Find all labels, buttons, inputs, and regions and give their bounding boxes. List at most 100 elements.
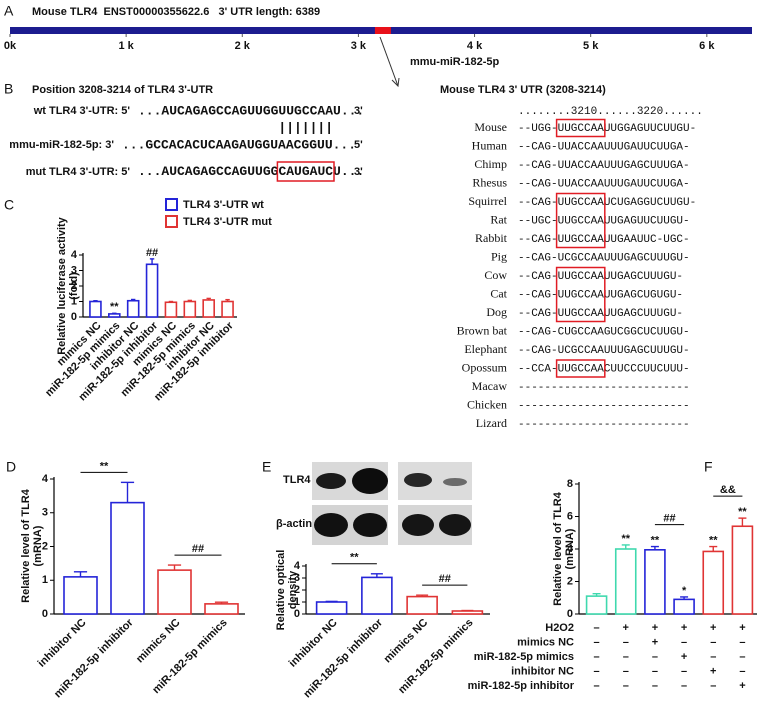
panel-label: A xyxy=(4,3,14,19)
error-bar xyxy=(93,300,98,302)
bar xyxy=(164,301,178,318)
alignment-title: Mouse TLR4 3' UTR (3208-3214) xyxy=(440,84,606,96)
bar xyxy=(644,549,666,615)
y-axis-label: (mRNA) xyxy=(564,528,576,569)
legend-label: TLR4 3'-UTR mut xyxy=(183,216,272,228)
species-name: Opossum xyxy=(462,360,508,374)
y-tick-label: 3 xyxy=(42,507,48,519)
y-tick-label: 4 xyxy=(567,543,574,555)
seed-box xyxy=(555,359,606,378)
condition-name: H2O2 xyxy=(545,622,574,634)
error-bar xyxy=(370,573,383,578)
condition-sign: – xyxy=(652,651,658,663)
condition-sign: – xyxy=(710,651,716,663)
y-axis-label: Relative optical xyxy=(275,550,287,631)
y-axis-label: density xyxy=(287,570,299,609)
species-sequence: --CAG-UUGCCAAUUGAAUUC-UGC- xyxy=(518,234,690,246)
condition-sign: – xyxy=(623,665,629,677)
bar xyxy=(221,300,234,318)
condition-sign: + xyxy=(623,622,629,634)
y-tick-label: 2 xyxy=(294,584,300,596)
comparison-label: && xyxy=(720,484,736,496)
condition-sign: – xyxy=(681,636,687,648)
legend-label: TLR4 3'-UTR wt xyxy=(183,199,264,211)
bar xyxy=(202,299,215,318)
panel-label: C xyxy=(4,197,14,213)
legend-swatch xyxy=(165,215,178,228)
sequence: ...AUCAGAGCCAGUUGGUUGCCAAU... xyxy=(138,103,364,118)
bar xyxy=(451,610,484,615)
error-bar xyxy=(112,312,117,314)
site-arrow xyxy=(379,36,400,88)
y-tick-label: 2 xyxy=(42,540,48,552)
y-tick-label: 0 xyxy=(71,311,77,323)
species-sequence: --CAG-UUACCAAUUUGAGCUUUGA- xyxy=(518,160,690,172)
species-name: Squirrel xyxy=(468,194,507,208)
species-sequence: --CAG-UCGCCAAUUUGAGCUUUGU- xyxy=(518,252,690,264)
condition-sign: – xyxy=(623,680,629,692)
pairing: ||||||| xyxy=(278,120,333,135)
significance: ## xyxy=(146,247,158,259)
y-tick-label: 2 xyxy=(567,575,573,587)
condition-sign: – xyxy=(594,622,600,634)
species-sequence: --CCA-UUGCCAACUUCCCUUCUUU- xyxy=(518,363,690,375)
error-bar xyxy=(130,298,136,301)
species-name: Pig xyxy=(491,249,507,263)
sequence-label: wt TLR4 3'-UTR: 5' xyxy=(33,105,131,117)
species-sequence: --CAG-UUGCCAAUCUGAGGUCUUGU- xyxy=(518,197,696,209)
species-sequence: -------------------------- xyxy=(518,400,690,412)
error-bar xyxy=(149,258,155,265)
comparison-label: ## xyxy=(192,543,204,555)
bar xyxy=(145,263,159,318)
x-tick-label: 6 k xyxy=(699,40,715,52)
condition-sign: + xyxy=(739,680,745,692)
western-blot xyxy=(312,462,472,545)
condition-sign: – xyxy=(623,651,629,663)
condition-sign: + xyxy=(681,651,687,663)
significance: ** xyxy=(738,506,747,518)
species-sequence: --CAG-UUGCCAAUUGAGCUUUGU- xyxy=(518,308,683,320)
species-name: Chimp xyxy=(474,157,507,171)
x-tick-label: 1 k xyxy=(118,40,134,52)
blot-label: β-actin xyxy=(276,518,312,530)
y-tick-label: 1 xyxy=(71,295,77,307)
y-tick-label: 0 xyxy=(294,608,300,620)
x-tick-label: 2 k xyxy=(235,40,251,52)
bar xyxy=(673,598,695,615)
binding-site xyxy=(374,27,391,34)
error-bar xyxy=(416,594,429,597)
seed-box xyxy=(555,118,606,138)
bar xyxy=(361,576,393,615)
comparison-label: ## xyxy=(439,573,451,585)
y-tick-label: 2 xyxy=(71,280,77,292)
error-bar xyxy=(225,298,230,302)
bar xyxy=(108,313,121,318)
sequence-label: mmu-miR-182-5p: 3' xyxy=(9,139,114,151)
sequence: ...AUCAGAGCCAGUUGGCAUGAUCU... xyxy=(138,164,364,179)
bar xyxy=(731,525,754,615)
error-bar xyxy=(325,600,338,603)
sequence-title: Position 3208-3214 of TLR4 3'-UTR xyxy=(32,84,213,96)
condition-sign: – xyxy=(739,651,745,663)
condition-name: inhibitor NC xyxy=(511,665,574,677)
species-name: Human xyxy=(472,138,507,152)
x-tick-label: 5 k xyxy=(583,40,599,52)
species-name: Rat xyxy=(490,212,507,226)
species-sequence: --CAG-CUGCCAAGUCGGCUCUUGU- xyxy=(518,326,690,338)
species-sequence: --CAG-UUACCAAUUUGAUUCUUGA- xyxy=(518,178,690,190)
species-name: Lizard xyxy=(476,416,507,430)
bar xyxy=(63,576,98,615)
condition-sign: + xyxy=(652,622,658,634)
species-name: Elephant xyxy=(464,342,507,356)
sequence-part: ...AUCAGAGCCAGUUGG xyxy=(138,164,279,179)
condition-sign: + xyxy=(710,622,716,634)
x-tick-label: 3 k xyxy=(351,40,367,52)
panel-label: F xyxy=(704,459,713,475)
condition-name: mimics NC xyxy=(517,636,574,648)
condition-sign: – xyxy=(652,680,658,692)
y-axis-label: Relative luciferase activity xyxy=(56,216,68,354)
bar xyxy=(157,569,192,615)
error-bar xyxy=(168,300,174,303)
significance: ** xyxy=(709,534,718,546)
